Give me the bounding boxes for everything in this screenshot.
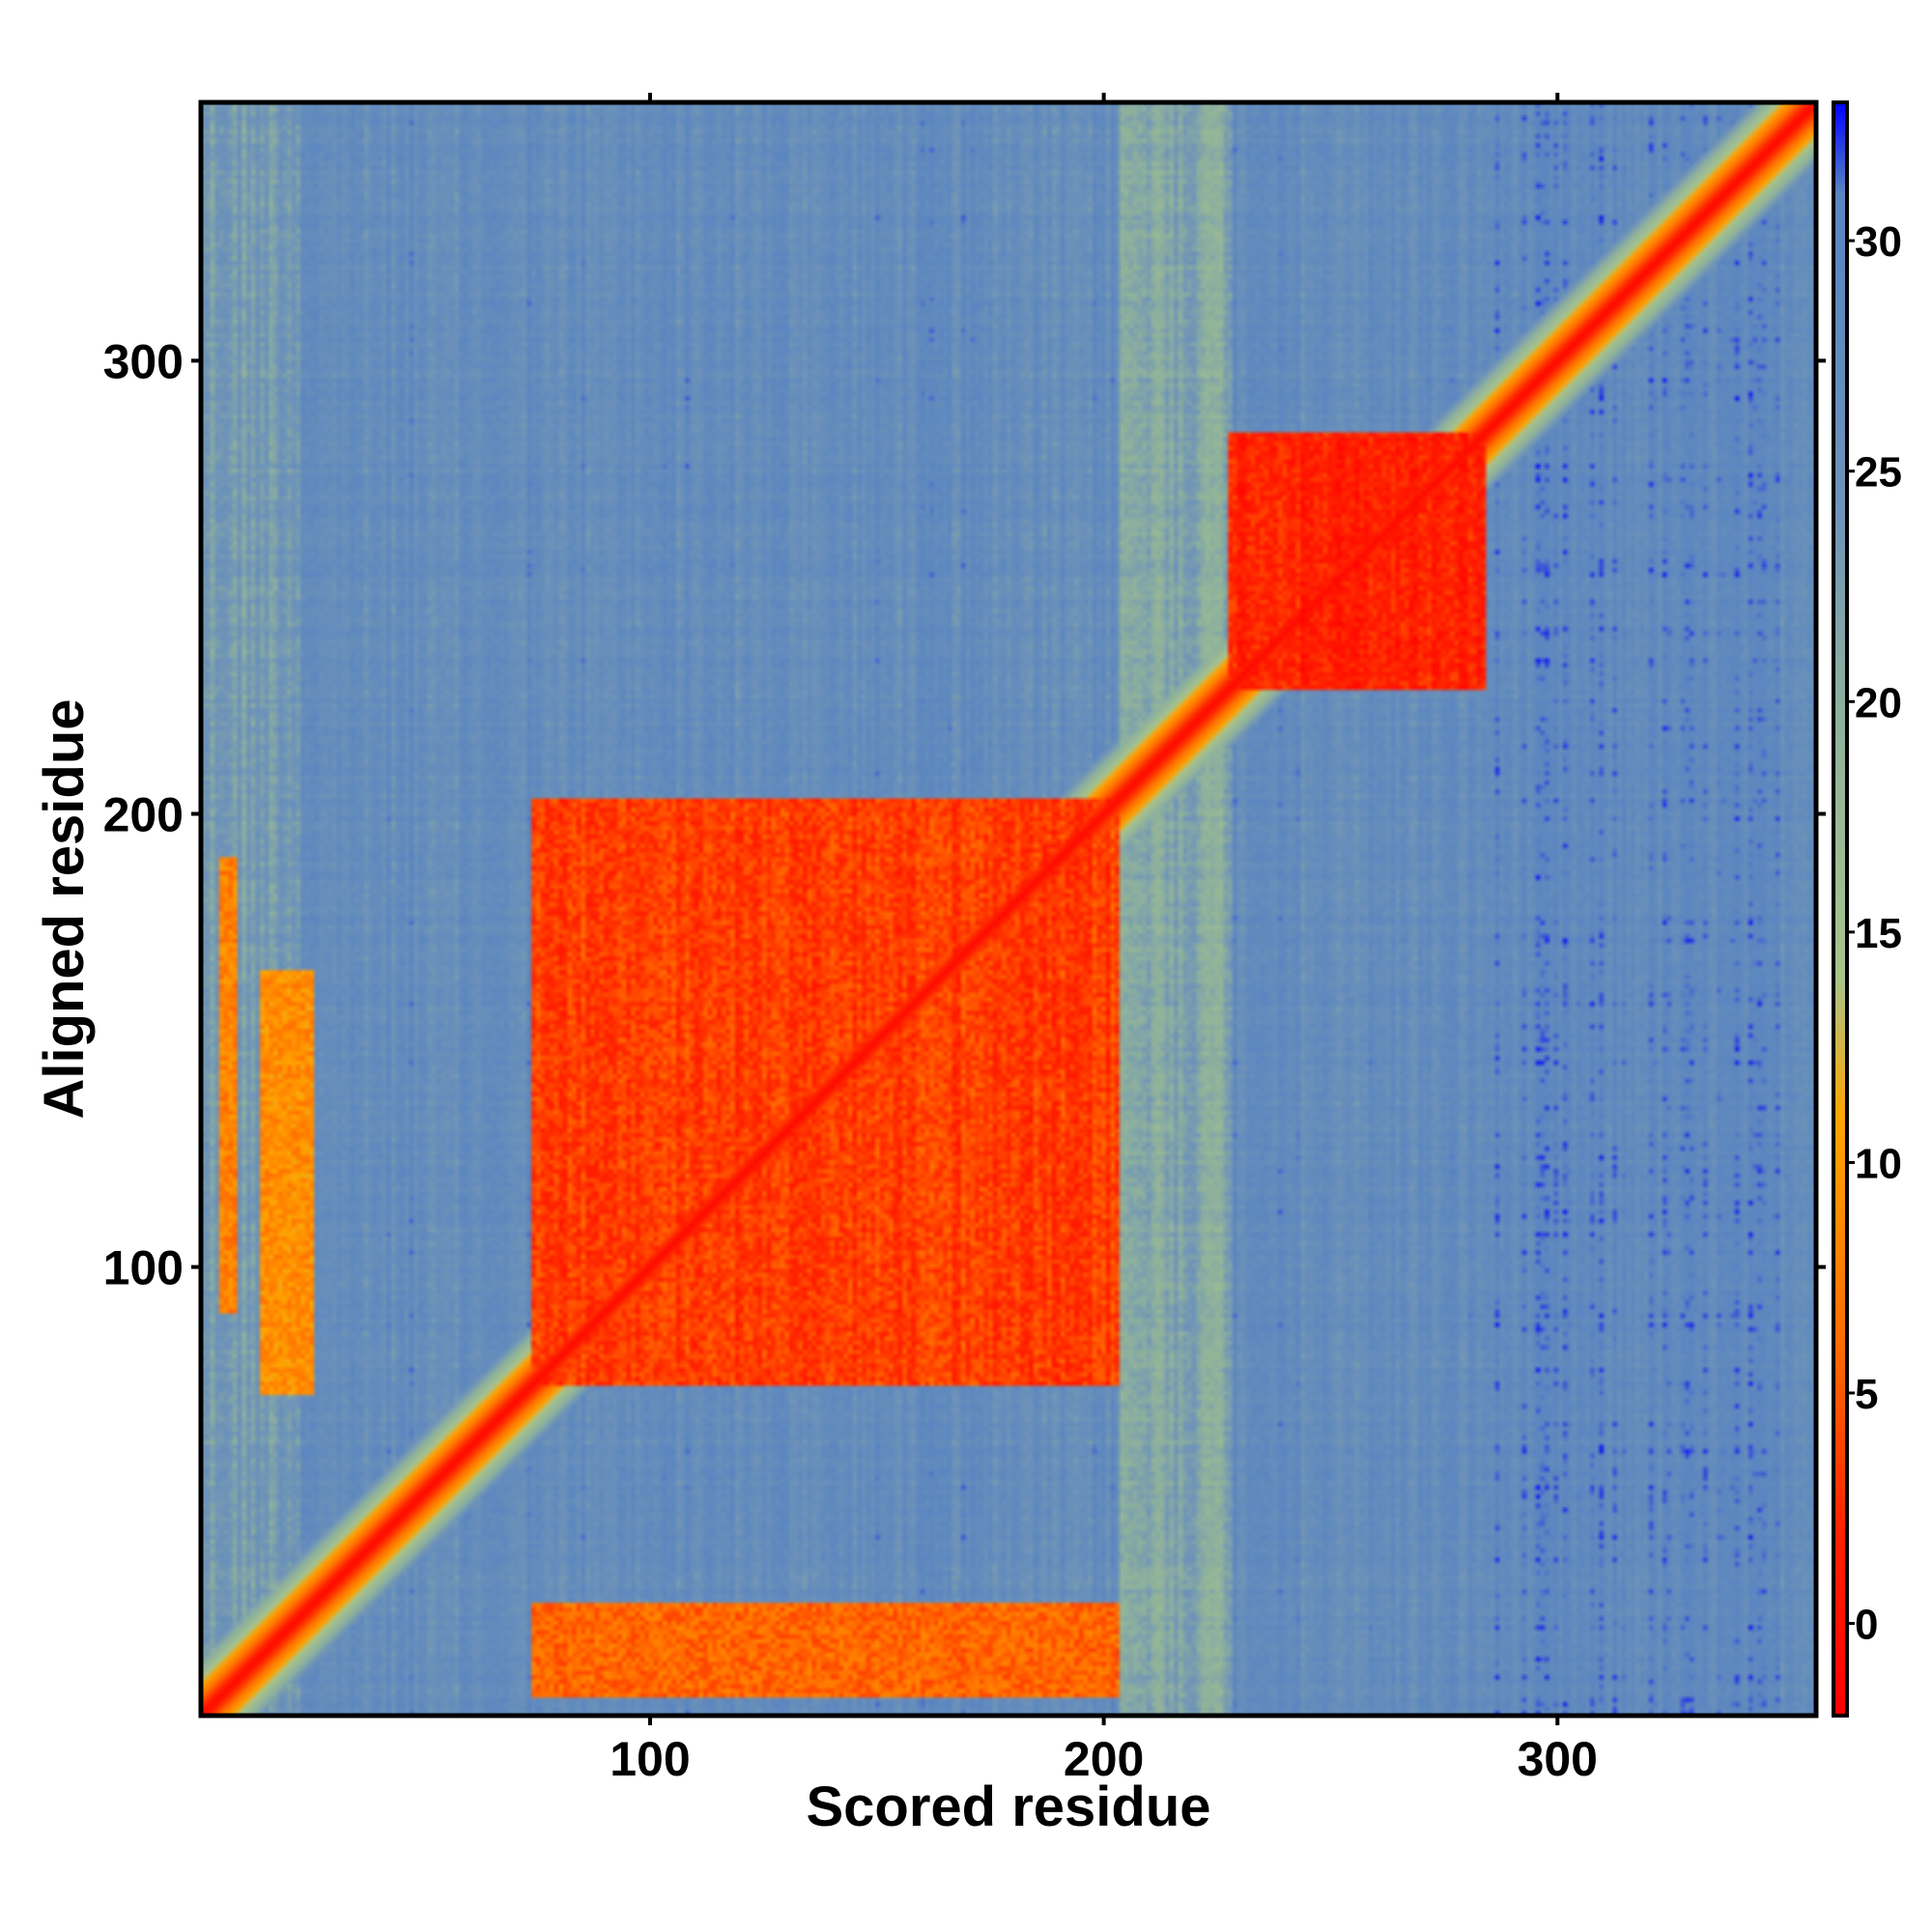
colorbar-tick-label: 5 [1855, 1371, 1878, 1418]
colorbar-gradient [1833, 102, 1847, 1716]
y-tick-label: 300 [103, 334, 184, 388]
colorbar-tick-label: 15 [1855, 910, 1902, 957]
heatmap-cells [201, 102, 1816, 1716]
heatmap-plot-area [201, 102, 1816, 1716]
colorbar-tick-label: 30 [1855, 218, 1902, 266]
x-tick-label: 200 [1064, 1732, 1144, 1786]
y-tick-label: 100 [103, 1241, 184, 1295]
colorbar: 0 5 10 15 20 25 30 [1832, 100, 1902, 1718]
colorbar-tick-label: 10 [1855, 1140, 1902, 1187]
colorbar-tick-label: 0 [1855, 1602, 1878, 1649]
colorbar-tick-label: 20 [1855, 679, 1902, 726]
y-axis: 100 200 300 [103, 334, 1826, 1295]
colorbar-tick-label: 25 [1855, 449, 1902, 497]
y-tick-label: 200 [103, 787, 184, 841]
x-tick-label: 300 [1518, 1732, 1598, 1786]
y-axis-label: Aligned residue [33, 698, 96, 1119]
x-axis: 100 200 300 [610, 93, 1598, 1786]
colorbar-frame [1832, 100, 1849, 1718]
colorbar-ticks: 0 5 10 15 20 25 30 [1847, 218, 1902, 1649]
x-tick-label: 100 [610, 1732, 690, 1786]
plot-frame [198, 99, 1819, 1719]
x-axis-label: Scored residue [806, 1776, 1210, 1838]
